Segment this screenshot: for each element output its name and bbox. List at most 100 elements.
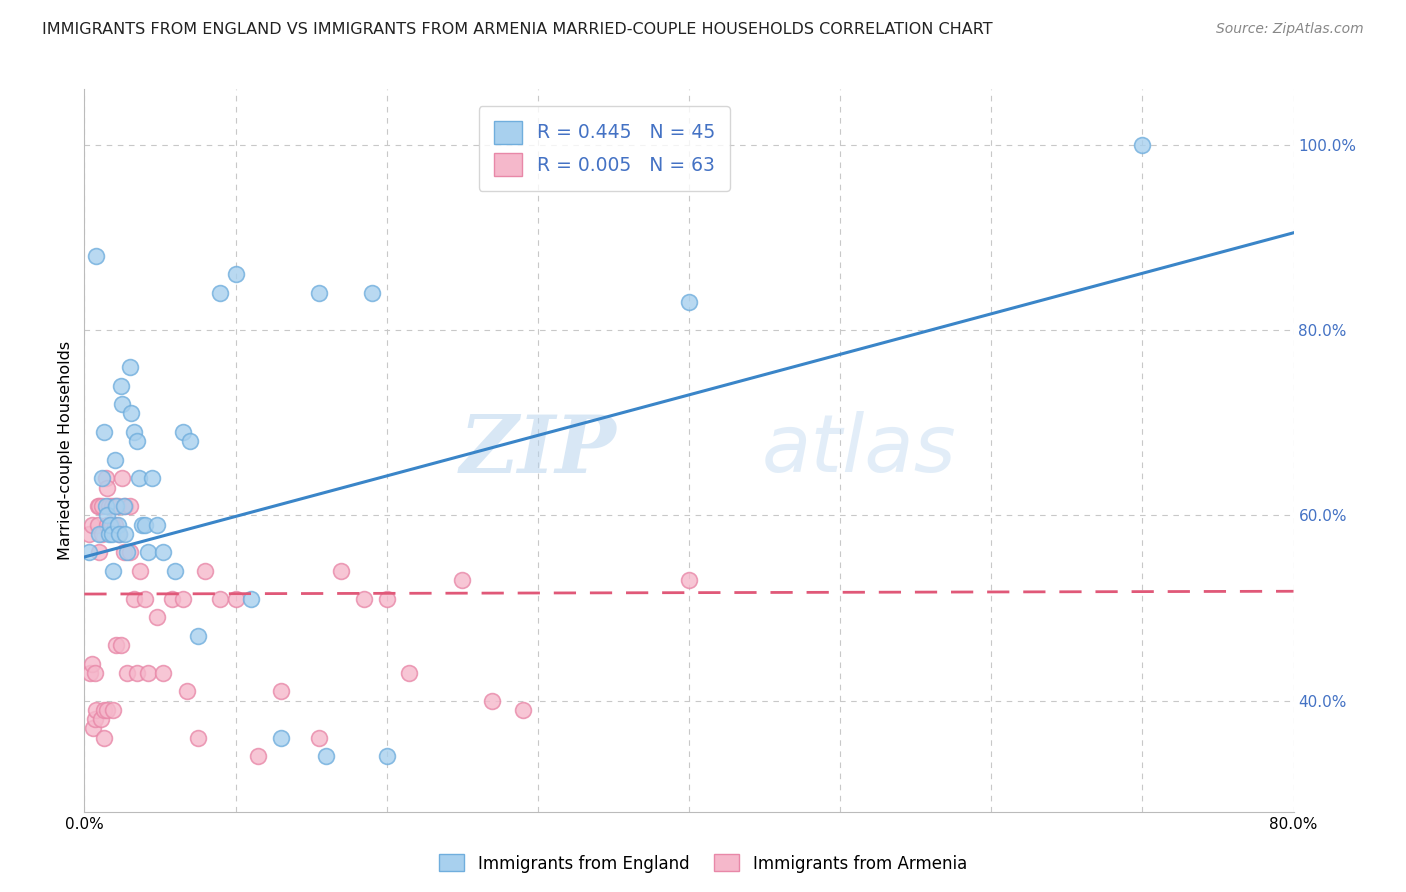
- Point: [160, 591, 183, 606]
- Point: [80, 517, 103, 532]
- Point: [118, 545, 141, 559]
- Point: [82, 722, 104, 736]
- Point: [100, 517, 122, 532]
- Point: [84, 665, 107, 680]
- Point: [108, 526, 131, 541]
- Point: [225, 268, 247, 282]
- Point: [79, 665, 101, 680]
- Point: [270, 684, 292, 698]
- Point: [107, 517, 129, 532]
- Point: [136, 545, 159, 559]
- Point: [91, 526, 114, 541]
- Point: [179, 434, 201, 449]
- Legend: Immigrants from England, Immigrants from Armenia: Immigrants from England, Immigrants from…: [433, 847, 973, 880]
- Point: [100, 499, 122, 513]
- Point: [89, 499, 111, 513]
- Point: [512, 703, 534, 717]
- Point: [194, 564, 217, 578]
- Y-axis label: Married-couple Households: Married-couple Households: [58, 341, 73, 560]
- Point: [93, 703, 115, 717]
- Point: [209, 285, 232, 300]
- Point: [152, 665, 174, 680]
- Text: atlas: atlas: [762, 411, 956, 490]
- Point: [172, 425, 194, 439]
- Point: [101, 564, 124, 578]
- Point: [678, 295, 700, 310]
- Point: [360, 285, 382, 300]
- Point: [398, 665, 420, 680]
- Point: [90, 712, 112, 726]
- Point: [77, 545, 100, 559]
- Point: [165, 564, 187, 578]
- Point: [353, 591, 375, 606]
- Text: Source: ZipAtlas.com: Source: ZipAtlas.com: [1216, 22, 1364, 37]
- Point: [112, 545, 135, 559]
- Point: [127, 665, 149, 680]
- Point: [134, 517, 156, 532]
- Legend: R = 0.445   N = 45, R = 0.005   N = 63: R = 0.445 N = 45, R = 0.005 N = 63: [478, 106, 730, 191]
- Point: [89, 545, 111, 559]
- Point: [176, 684, 198, 698]
- Point: [108, 526, 131, 541]
- Point: [209, 591, 232, 606]
- Point: [152, 545, 174, 559]
- Point: [112, 499, 135, 513]
- Point: [111, 471, 134, 485]
- Point: [77, 526, 100, 541]
- Point: [330, 564, 353, 578]
- Point: [239, 591, 262, 606]
- Point: [105, 499, 128, 513]
- Point: [128, 471, 150, 485]
- Point: [146, 517, 169, 532]
- Point: [118, 499, 141, 513]
- Point: [98, 517, 121, 532]
- Point: [308, 285, 330, 300]
- Point: [87, 499, 110, 513]
- Point: [104, 499, 127, 513]
- Point: [86, 249, 108, 263]
- Point: [141, 471, 163, 485]
- Point: [110, 378, 132, 392]
- Point: [101, 703, 124, 717]
- Point: [247, 749, 270, 764]
- Point: [96, 481, 118, 495]
- Point: [107, 499, 129, 513]
- Point: [91, 471, 114, 485]
- Text: IMMIGRANTS FROM ENGLAND VS IMMIGRANTS FROM ARMENIA MARRIED-COUPLE HOUSEHOLDS COR: IMMIGRANTS FROM ENGLAND VS IMMIGRANTS FR…: [42, 22, 993, 37]
- Point: [110, 638, 132, 652]
- Point: [1130, 137, 1153, 152]
- Point: [308, 731, 330, 745]
- Point: [375, 591, 398, 606]
- Text: ZIP: ZIP: [460, 412, 616, 489]
- Point: [270, 731, 292, 745]
- Point: [94, 471, 117, 485]
- Point: [100, 526, 122, 541]
- Point: [146, 610, 169, 624]
- Point: [127, 434, 149, 449]
- Point: [105, 638, 128, 652]
- Point: [451, 573, 474, 587]
- Point: [91, 499, 114, 513]
- Point: [375, 749, 398, 764]
- Point: [225, 591, 247, 606]
- Point: [114, 526, 136, 541]
- Point: [118, 360, 141, 375]
- Point: [96, 703, 118, 717]
- Point: [96, 517, 118, 532]
- Point: [129, 564, 152, 578]
- Point: [678, 573, 700, 587]
- Point: [115, 545, 138, 559]
- Point: [93, 425, 115, 439]
- Point: [172, 591, 194, 606]
- Point: [97, 499, 120, 513]
- Point: [89, 526, 111, 541]
- Point: [136, 665, 159, 680]
- Point: [80, 657, 103, 671]
- Point: [114, 499, 136, 513]
- Point: [86, 703, 108, 717]
- Point: [97, 526, 120, 541]
- Point: [93, 731, 115, 745]
- Point: [122, 591, 145, 606]
- Point: [96, 508, 118, 523]
- Point: [94, 499, 117, 513]
